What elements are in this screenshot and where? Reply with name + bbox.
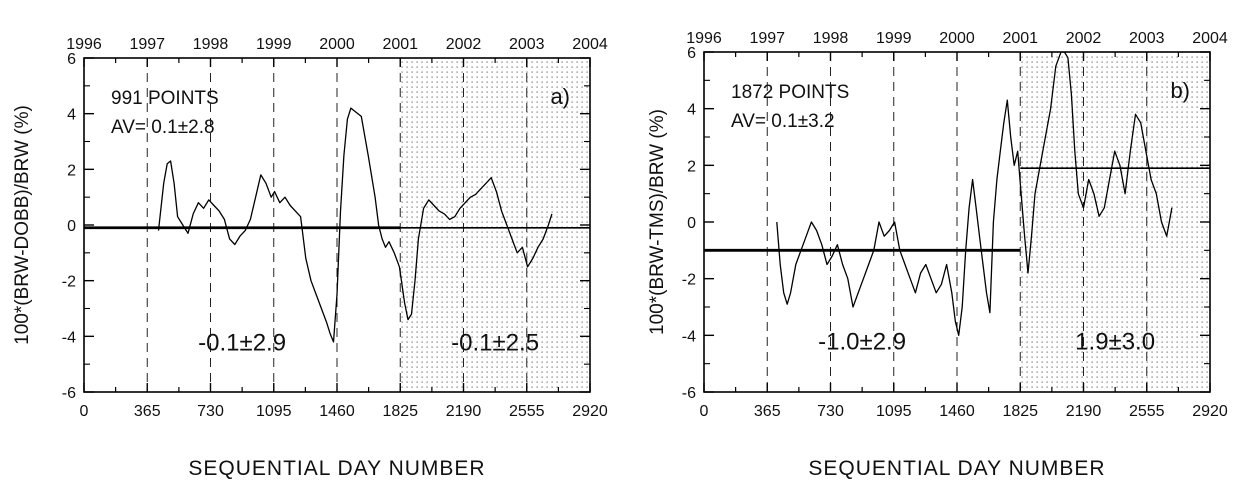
x-tick-label: 2555 [1129, 403, 1165, 420]
x-tick-label: 2190 [446, 403, 482, 420]
top-year-label: 2003 [509, 36, 545, 53]
top-year-label: 2000 [939, 30, 975, 47]
x-tick-label: 365 [754, 403, 781, 420]
top-year-label: 2003 [1129, 30, 1165, 47]
x-tick-label: 1460 [939, 403, 975, 420]
y-tick-label: -2 [62, 274, 76, 291]
y-tick-label: 2 [67, 162, 76, 179]
top-year-label: 2002 [1066, 30, 1102, 47]
y-tick-label: 6 [687, 45, 696, 62]
panel-a: 0 1996 365 1997 730 1998 1095 1999 1460 2000 1825 2… [12, 36, 608, 480]
top-year-label: 1997 [129, 36, 165, 53]
points-count-label: 1872 POINTS [731, 82, 849, 103]
y-tick-label: 0 [687, 215, 696, 232]
x-tick-label: 2920 [572, 403, 608, 420]
y-axis-title: 100*(BRW-TMS)/BRW (%) [647, 109, 668, 335]
average-label: AV= 0.1±3.2 [731, 111, 835, 132]
top-year-label: 2004 [1192, 30, 1228, 47]
top-year-label: 1999 [256, 36, 292, 53]
y-tick-label: 4 [67, 107, 76, 124]
y-tick-label: 0 [67, 218, 76, 235]
x-tick-label: 1095 [256, 403, 292, 420]
x-axis-title: SEQUENTIAL DAY NUMBER [808, 457, 1105, 480]
y-tick-label: 2 [687, 158, 696, 175]
panel-label: a) [550, 84, 570, 109]
data-series-line [157, 107, 553, 343]
shaded-region [400, 58, 590, 392]
segment-mean-label: 1.9±3.0 [1075, 328, 1155, 355]
top-year-label: 1999 [876, 30, 912, 47]
segment-mean-label: -1.0±2.9 [818, 328, 906, 355]
x-tick-label: 2555 [509, 403, 545, 420]
x-tick-label: 1825 [382, 403, 418, 420]
top-year-label: 1997 [749, 30, 785, 47]
top-year-label: 1996 [686, 30, 722, 47]
top-year-label: 2002 [446, 36, 482, 53]
x-tick-label: 1825 [1002, 403, 1038, 420]
y-axis-title: 100*(BRW-DOBB)/BRW (%) [12, 105, 33, 345]
y-tick-label: 6 [67, 51, 76, 68]
x-tick-label: 730 [197, 403, 224, 420]
points-count-label: 991 POINTS [111, 88, 219, 109]
top-year-label: 1998 [813, 30, 849, 47]
segment-mean-label: -0.1±2.5 [451, 329, 539, 356]
top-year-label: 1996 [66, 36, 102, 53]
top-year-label: 1998 [193, 36, 229, 53]
y-tick-label: 4 [687, 102, 696, 119]
x-axis-title: SEQUENTIAL DAY NUMBER [188, 457, 485, 480]
x-tick-label: 730 [817, 403, 844, 420]
x-tick-label: 1460 [319, 403, 355, 420]
y-tick-label: -6 [682, 385, 696, 402]
shaded-region [1020, 52, 1210, 392]
panel-b: 0 1996 365 1997 730 1998 1095 1999 1460 2000 1825 2… [647, 30, 1228, 480]
top-year-label: 2000 [319, 36, 355, 53]
x-tick-label: 365 [134, 403, 161, 420]
segment-mean-label: -0.1±2.9 [198, 329, 286, 356]
y-tick-label: -6 [62, 385, 76, 402]
x-tick-label: 0 [80, 403, 89, 420]
average-label: AV= 0.1±2.8 [111, 117, 215, 138]
top-year-label: 2004 [572, 36, 608, 53]
y-tick-label: -2 [682, 272, 696, 289]
top-year-label: 2001 [382, 36, 418, 53]
y-tick-label: -4 [62, 329, 76, 346]
x-tick-label: 0 [700, 403, 709, 420]
x-tick-label: 1095 [876, 403, 912, 420]
panel-label: b) [1170, 78, 1190, 103]
x-tick-label: 2920 [1192, 403, 1228, 420]
x-tick-label: 2190 [1066, 403, 1102, 420]
top-year-label: 2001 [1002, 30, 1038, 47]
y-tick-label: -4 [682, 328, 696, 345]
